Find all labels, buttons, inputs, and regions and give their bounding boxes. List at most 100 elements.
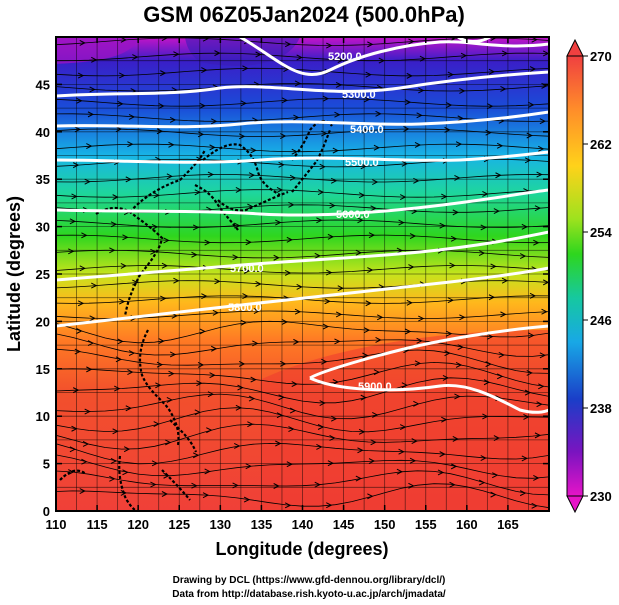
colorbar-tick-label: 254 (590, 225, 612, 240)
wind-arrowhead (319, 400, 326, 406)
wind-arrowhead (288, 201, 295, 208)
wind-arrowhead (81, 458, 88, 465)
wind-arrowhead (151, 460, 159, 467)
wind-arrowhead (69, 218, 77, 225)
wind-arrowhead (118, 298, 126, 305)
wind-arrowhead (161, 262, 169, 269)
wind-arrowhead (332, 147, 339, 154)
wind-arrowhead (531, 502, 538, 509)
wind-arrowhead (158, 338, 165, 345)
wind-arrowhead (375, 337, 382, 343)
wind-arrowhead (314, 481, 321, 488)
colorbar: 270 262 254 246 238 230 (566, 38, 612, 514)
wind-arrowhead (529, 66, 537, 72)
wind-arrowhead (71, 193, 78, 200)
wind-arrowhead (247, 203, 254, 210)
height-contours (56, 37, 549, 414)
wind-arrowhead (132, 279, 139, 286)
wind-arrowhead (112, 194, 119, 201)
streamline (56, 348, 549, 374)
wind-arrowhead (444, 350, 451, 357)
wind-arrowhead (327, 233, 335, 240)
wind-arrowhead (416, 337, 423, 344)
wind-arrowhead (234, 222, 241, 229)
wind-arrowhead (480, 455, 487, 461)
wind-arrowhead (368, 232, 376, 239)
wind-arrowhead (519, 490, 527, 497)
wind-arrowhead (201, 67, 208, 74)
wind-arrowhead (192, 452, 200, 459)
wind-arrowhead (316, 217, 323, 224)
wind-arrowhead (284, 502, 292, 509)
wind-arrowhead (538, 383, 545, 390)
wind-arrowhead (166, 397, 173, 403)
wind-arrowhead (125, 405, 132, 412)
streamline (56, 98, 549, 107)
wind-arrowhead (248, 395, 256, 402)
colorbar-max-triangle (566, 38, 584, 57)
wind-arrowhead (191, 251, 198, 258)
wind-arrowhead (120, 489, 127, 496)
y-tick-label: 40 (36, 125, 50, 140)
wind-arrowhead (418, 87, 425, 94)
wind-arrowhead (455, 141, 463, 148)
wind-arrowhead (91, 56, 98, 63)
wind-arrowhead (526, 132, 533, 139)
x-tick-label: 125 (168, 517, 190, 532)
wind-arrowhead (275, 440, 282, 447)
wind-arrowhead (490, 491, 497, 498)
wind-arrowhead (367, 493, 374, 500)
wind-arrowhead (539, 352, 547, 359)
x-axis: 110 115 120 125 130 135 140 145 150 155 160 165 (46, 37, 519, 532)
wind-arrowhead (528, 101, 535, 108)
wind-arrowhead (166, 173, 173, 180)
colorbar-min-triangle (566, 495, 584, 514)
wind-arrowhead (399, 194, 407, 201)
wind-arrowhead (478, 479, 486, 486)
wind-arrowhead (169, 116, 177, 123)
wind-arrowhead (334, 338, 341, 345)
wind-arrowhead (158, 103, 165, 109)
wind-arrowhead (450, 235, 458, 242)
wind-arrowhead (240, 100, 247, 107)
wind-arrowhead (234, 443, 241, 449)
wind-arrowhead (360, 394, 367, 401)
wind-arrowhead (528, 332, 535, 339)
wind-arrowhead (519, 253, 527, 260)
y-axis: 0 5 10 15 20 25 30 35 40 45 (36, 77, 549, 519)
wind-arrowhead (79, 488, 86, 494)
wind-arrowhead (91, 282, 98, 289)
streamline (56, 234, 549, 244)
wind-arrowhead (150, 248, 157, 255)
wind-arrowhead (355, 475, 362, 482)
wind-arrowhead (457, 344, 464, 351)
wind-arrowhead (252, 340, 259, 347)
wind-arrowhead (409, 233, 417, 239)
wind-arrowhead (86, 366, 93, 373)
wind-arrowhead (319, 163, 326, 170)
wind-arrowhead (500, 85, 507, 92)
wind-arrowhead (109, 475, 116, 482)
contour-label-5900: 5900.0 (358, 381, 392, 393)
wind-arrowhead (523, 413, 530, 420)
wind-arrowhead (329, 202, 336, 209)
wind-arrowhead (294, 80, 302, 87)
wind-arrowhead (86, 143, 93, 150)
wind-arrowhead (89, 86, 96, 93)
wind-arrowhead (197, 131, 205, 138)
wind-arrowhead (373, 144, 381, 151)
wind-arrowhead (478, 250, 486, 257)
wind-arrowhead (524, 389, 532, 396)
streamline (56, 143, 549, 153)
wind-arrowhead (396, 468, 404, 475)
wind-arrowhead (335, 81, 343, 88)
wind-arrowhead (289, 174, 297, 181)
wind-arrowhead (365, 300, 372, 307)
streamline (56, 333, 549, 357)
wind-arrowhead (485, 361, 492, 368)
wind-arrowhead (68, 248, 75, 255)
y-tick-label: 45 (36, 77, 50, 92)
wind-arrowhead (445, 102, 453, 109)
wind-arrowhead (500, 311, 507, 318)
wind-streamlines (56, 37, 549, 509)
